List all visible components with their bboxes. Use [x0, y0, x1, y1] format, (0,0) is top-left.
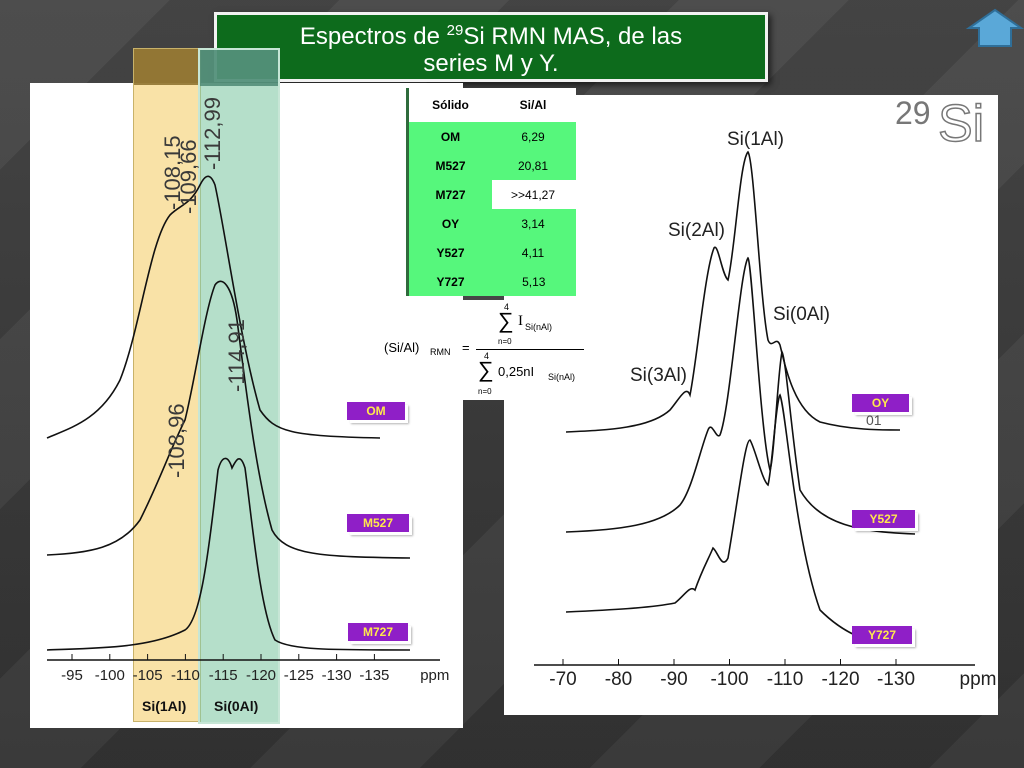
table-row: OM 6,29: [406, 122, 576, 151]
axis-tick-label: -130: [877, 669, 915, 690]
spectrum-om: [46, 175, 381, 439]
formula-num-term: I: [518, 313, 523, 329]
sample-badge-m727: M727: [348, 623, 408, 641]
nucleus-symbol: Si: [937, 94, 985, 154]
axis-tick-label: -80: [605, 669, 632, 690]
table-cell-sample: M727: [406, 180, 492, 209]
table-header-solido: Sólido: [406, 88, 492, 122]
formula-num-term-sub: Si(nAl): [525, 322, 553, 332]
sample-badge-m527: M527: [347, 514, 409, 532]
formula-den-term-sub: Si(nAl): [548, 372, 576, 382]
table-cell-sample: OY: [406, 209, 492, 238]
axis-tick-label: -70: [549, 669, 576, 690]
fraction-bar: [476, 349, 584, 350]
axis-unit-label: ppm: [420, 667, 449, 684]
table-cell-sample: Y727: [406, 267, 492, 296]
nucleus-mass-number: 29: [895, 95, 931, 131]
formula-lhs: (Si/Al): [384, 340, 420, 355]
left-axis-ticks: -95 -100 -105 -110 -115 -120 -125 -130 -135 ppm: [61, 654, 449, 684]
stray-label: 01: [866, 412, 882, 428]
sample-badge-y527: Y527: [852, 510, 915, 528]
axis-tick-label: -110: [767, 669, 804, 690]
axis-tick-label: -90: [660, 669, 687, 690]
spectrum-y727: [565, 393, 901, 646]
table-cell-ratio: 3,14: [492, 209, 576, 238]
right-axis-ticks: -70 -80 -90 -100 -110 -120 -130 ppm: [549, 659, 996, 690]
table-header-si-al: Si/Al: [492, 88, 576, 122]
peak-label-si0al: Si(0Al): [773, 304, 830, 325]
axis-tick-label: -115: [209, 667, 238, 684]
table-cell-sample: OM: [406, 122, 492, 151]
axis-tick-label: -100: [95, 667, 125, 684]
sample-badge-y727: Y727: [852, 626, 912, 644]
table-cell-ratio: 6,29: [492, 122, 576, 151]
title-line-1: Espectros de 29Si RMN MAS, de las: [217, 17, 765, 50]
home-button[interactable]: [965, 8, 1024, 48]
spectrum-y527: [565, 256, 916, 535]
axis-unit-label: ppm: [960, 669, 997, 690]
sum-symbol-icon: ∑: [478, 357, 494, 382]
band-label-si1al: Si(1Al): [142, 698, 187, 714]
formula-num-sub: n=0: [498, 337, 512, 346]
axis-tick-label: -125: [284, 667, 314, 684]
sum-symbol-icon: ∑: [498, 308, 514, 333]
title-line-2: series M y Y.: [423, 50, 559, 77]
title-rest: Si RMN MAS, de las: [463, 23, 683, 50]
title-superscript: 29: [446, 22, 464, 39]
axis-tick-label: -105: [133, 667, 163, 684]
table-cell-sample: M527: [406, 151, 492, 180]
formula-den-sup: 4: [484, 351, 490, 361]
peak-label-si1al: Si(1Al): [727, 129, 784, 150]
table-row: Y527 4,11: [406, 238, 576, 267]
formula-num-sup: 4: [504, 302, 510, 312]
band-label-si0al: Si(0Al): [214, 698, 259, 714]
axis-tick-label: -100: [710, 669, 748, 690]
slide-title: Espectros de 29Si RMN MAS, de las series…: [214, 12, 768, 82]
sample-badge-oy: OY: [852, 394, 909, 412]
axis-tick-label: -130: [322, 667, 352, 684]
table-row: Y727 5,13: [406, 267, 576, 296]
spectrum-oy: [565, 150, 901, 433]
table-cell-ratio: 5,13: [492, 267, 576, 296]
si-al-ratio-table: Sólido Si/Al OM 6,29 M527 20,81 M727 >>41,2…: [406, 88, 577, 296]
formula-den-term: 0,25nI: [498, 364, 535, 379]
peak-label-si3al: Si(3Al): [630, 365, 687, 386]
sample-badge-om: OM: [347, 402, 405, 420]
table-row: OY 3,14: [406, 209, 576, 238]
table-row: M727 >>41,27: [406, 180, 576, 209]
table-cell-ratio: 20,81: [492, 151, 576, 180]
title-pre: Espectros de: [299, 23, 447, 50]
peak-label-si2al: Si(2Al): [668, 220, 725, 241]
home-up-arrow-icon: [965, 8, 1024, 47]
table-cell-sample: Y527: [406, 238, 492, 267]
spectrum-m527: [46, 280, 411, 559]
si-al-formula: (Si/Al) RMN = 4 ∑ n=0 I Si(nAl) 4 ∑ n=0 …: [378, 300, 588, 400]
axis-tick-label: -135: [359, 667, 389, 684]
axis-tick-label: -110: [171, 667, 200, 684]
table-row: M527 20,81: [406, 151, 576, 180]
axis-tick-label: -120: [246, 667, 276, 684]
formula-equals: =: [462, 340, 470, 355]
table-cell-ratio: >>41,27: [492, 180, 576, 209]
axis-tick-label: -120: [821, 669, 859, 690]
spectrum-m727: [46, 457, 411, 651]
table-header-row: Sólido Si/Al: [406, 88, 576, 122]
formula-den-sub: n=0: [478, 387, 492, 396]
axis-tick-label: -95: [61, 667, 83, 684]
table-cell-ratio: 4,11: [492, 238, 576, 267]
formula-lhs-sub: RMN: [430, 347, 451, 357]
